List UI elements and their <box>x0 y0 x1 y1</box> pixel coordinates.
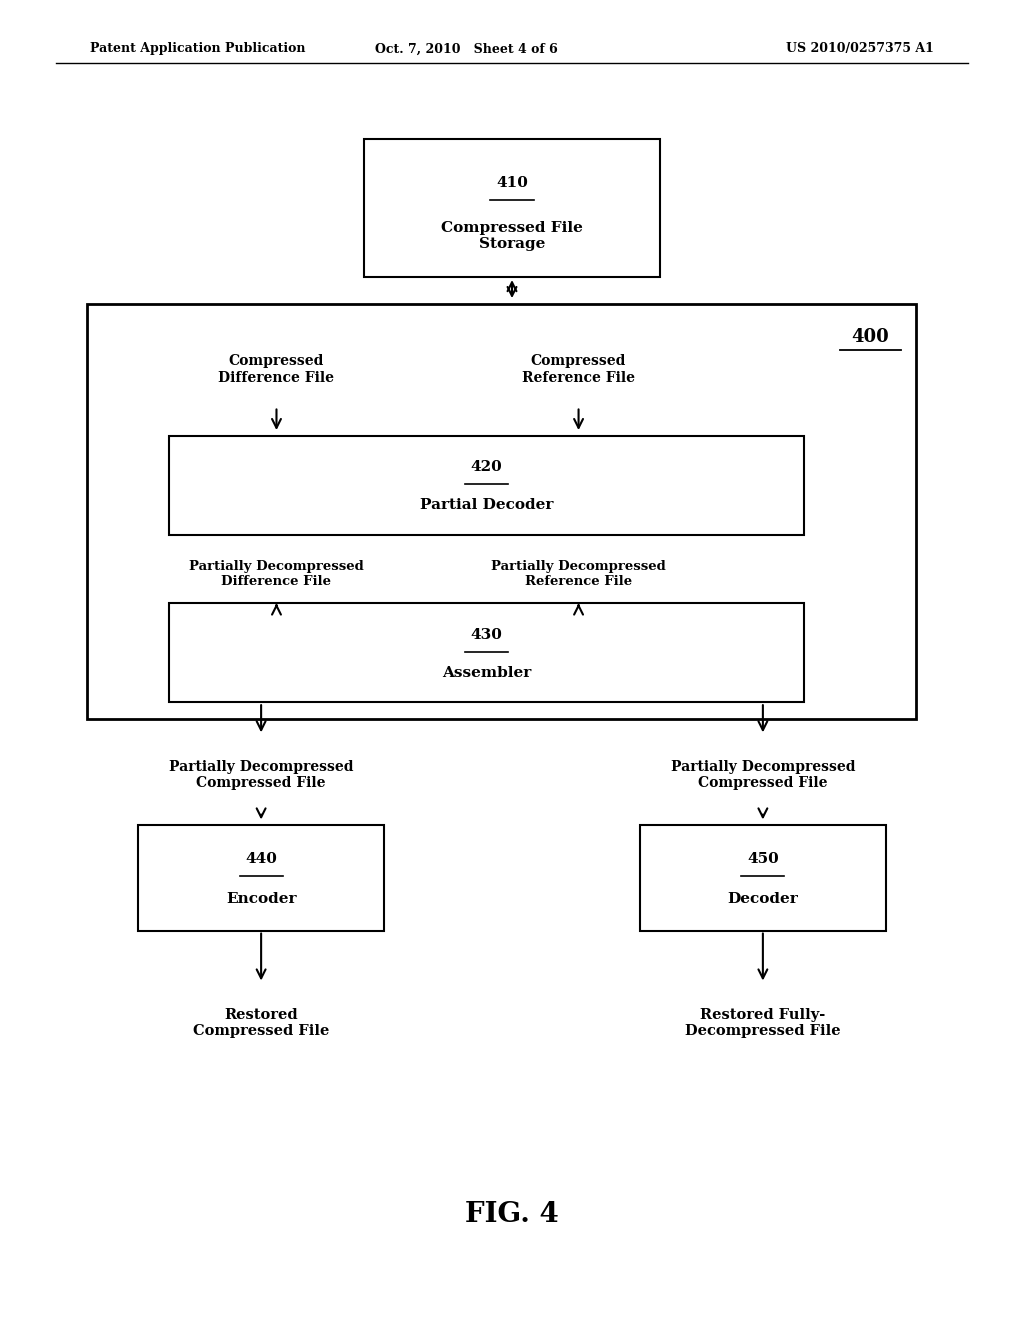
Text: 430: 430 <box>470 628 503 642</box>
Bar <box>364 139 660 277</box>
Text: FIG. 4: FIG. 4 <box>465 1201 559 1228</box>
Text: Encoder: Encoder <box>226 892 296 906</box>
Text: Compressed
Reference File: Compressed Reference File <box>522 355 635 384</box>
Text: Restored
Compressed File: Restored Compressed File <box>193 1008 330 1038</box>
Text: Partial Decoder: Partial Decoder <box>420 498 553 512</box>
Text: 400: 400 <box>852 327 889 346</box>
Text: 440: 440 <box>245 851 278 866</box>
Text: 450: 450 <box>746 851 779 866</box>
Text: Decoder: Decoder <box>727 892 799 906</box>
Text: Partially Decompressed
Compressed File: Partially Decompressed Compressed File <box>169 760 353 789</box>
Bar <box>169 603 804 702</box>
Bar <box>87 304 916 719</box>
Text: US 2010/0257375 A1: US 2010/0257375 A1 <box>786 42 934 55</box>
Text: Oct. 7, 2010   Sheet 4 of 6: Oct. 7, 2010 Sheet 4 of 6 <box>375 42 557 55</box>
Text: Compressed
Difference File: Compressed Difference File <box>218 355 335 384</box>
Text: Assembler: Assembler <box>441 665 531 680</box>
Text: 420: 420 <box>470 461 503 474</box>
Text: Compressed File
Storage: Compressed File Storage <box>441 220 583 251</box>
Text: Partially Decompressed
Reference File: Partially Decompressed Reference File <box>492 560 666 589</box>
Text: Partially Decompressed
Compressed File: Partially Decompressed Compressed File <box>671 760 855 789</box>
Text: Restored Fully-
Decompressed File: Restored Fully- Decompressed File <box>685 1008 841 1038</box>
Bar <box>138 825 384 931</box>
Text: 410: 410 <box>496 176 528 190</box>
Bar <box>640 825 886 931</box>
Text: Partially Decompressed
Difference File: Partially Decompressed Difference File <box>189 560 364 589</box>
Bar <box>169 436 804 535</box>
Text: Patent Application Publication: Patent Application Publication <box>90 42 305 55</box>
